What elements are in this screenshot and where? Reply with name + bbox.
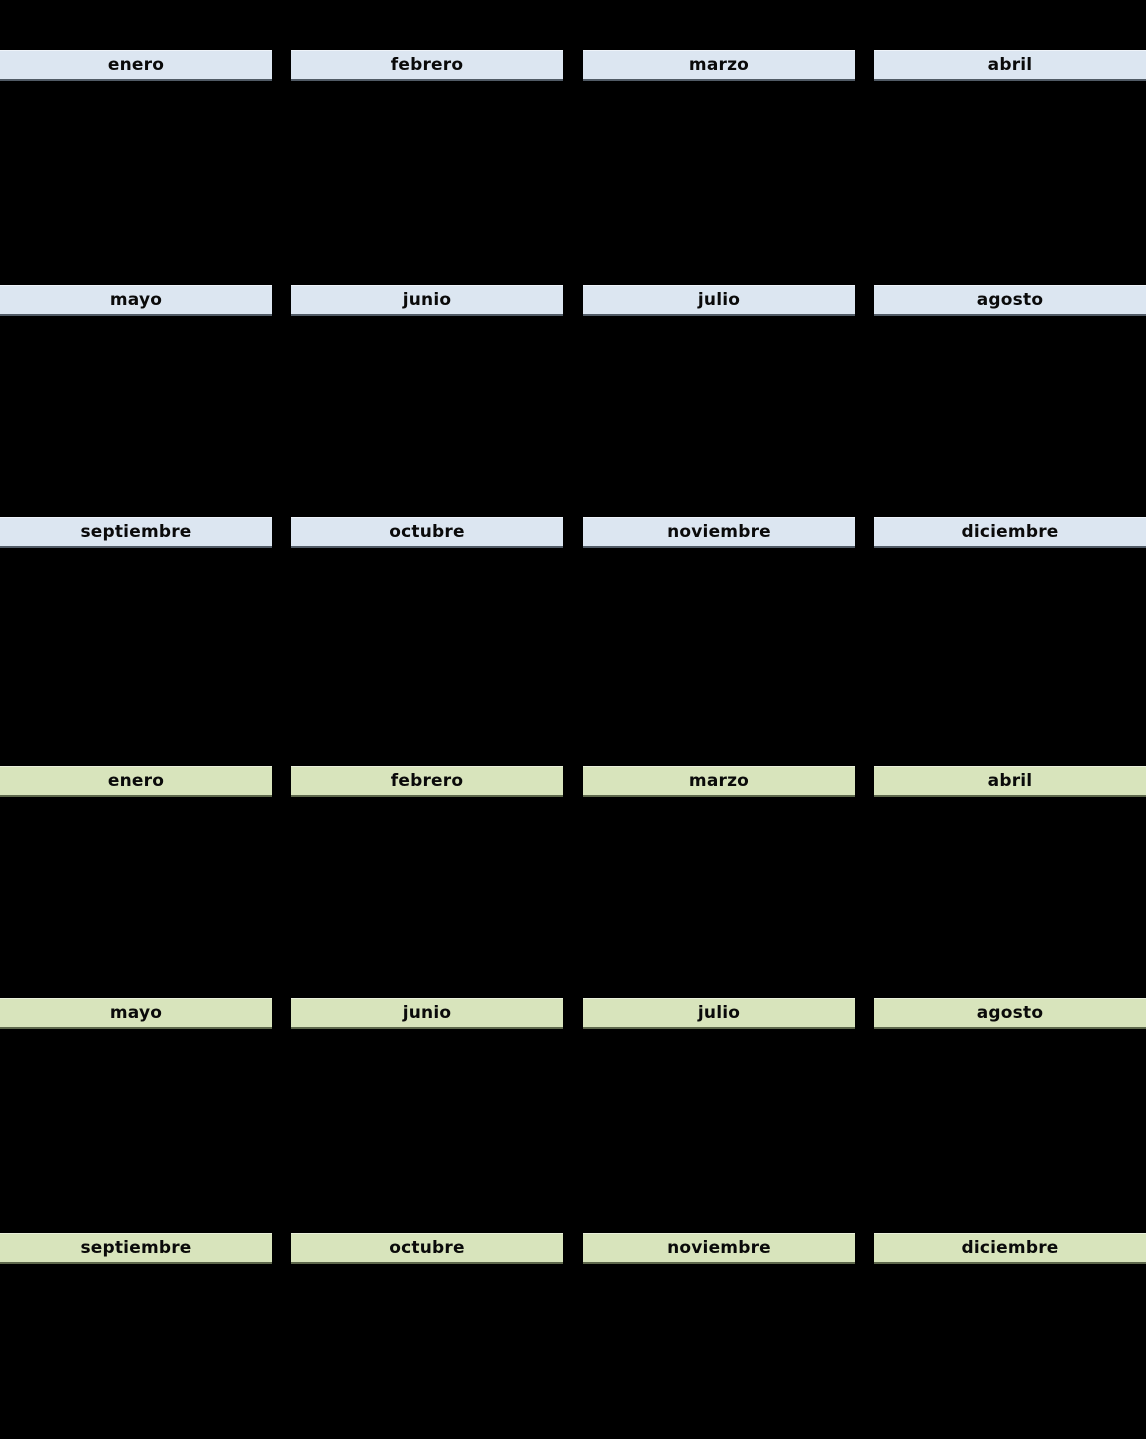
- month-header-julio-y2: julio: [583, 998, 855, 1029]
- month-header-noviembre-y2: noviembre: [583, 1233, 855, 1264]
- month-header-febrero-y2: febrero: [291, 766, 563, 797]
- month-header-mayo-y1: mayo: [0, 285, 272, 316]
- month-header-julio-y1: julio: [583, 285, 855, 316]
- month-header-diciembre-y2: diciembre: [874, 1233, 1146, 1264]
- month-header-junio-y1: junio: [291, 285, 563, 316]
- month-header-diciembre-y1: diciembre: [874, 517, 1146, 548]
- month-header-abril-y2: abril: [874, 766, 1146, 797]
- month-header-enero-y2: enero: [0, 766, 272, 797]
- month-header-septiembre-y1: septiembre: [0, 517, 272, 548]
- month-header-mayo-y2: mayo: [0, 998, 272, 1029]
- month-header-marzo-y1: marzo: [583, 50, 855, 81]
- month-header-abril-y1: abril: [874, 50, 1146, 81]
- month-header-febrero-y1: febrero: [291, 50, 563, 81]
- month-header-enero-y1: enero: [0, 50, 272, 81]
- month-header-agosto-y1: agosto: [874, 285, 1146, 316]
- month-header-octubre-y1: octubre: [291, 517, 563, 548]
- month-header-agosto-y2: agosto: [874, 998, 1146, 1029]
- month-header-noviembre-y1: noviembre: [583, 517, 855, 548]
- month-header-octubre-y2: octubre: [291, 1233, 563, 1264]
- month-header-septiembre-y2: septiembre: [0, 1233, 272, 1264]
- month-header-junio-y2: junio: [291, 998, 563, 1029]
- month-header-marzo-y2: marzo: [583, 766, 855, 797]
